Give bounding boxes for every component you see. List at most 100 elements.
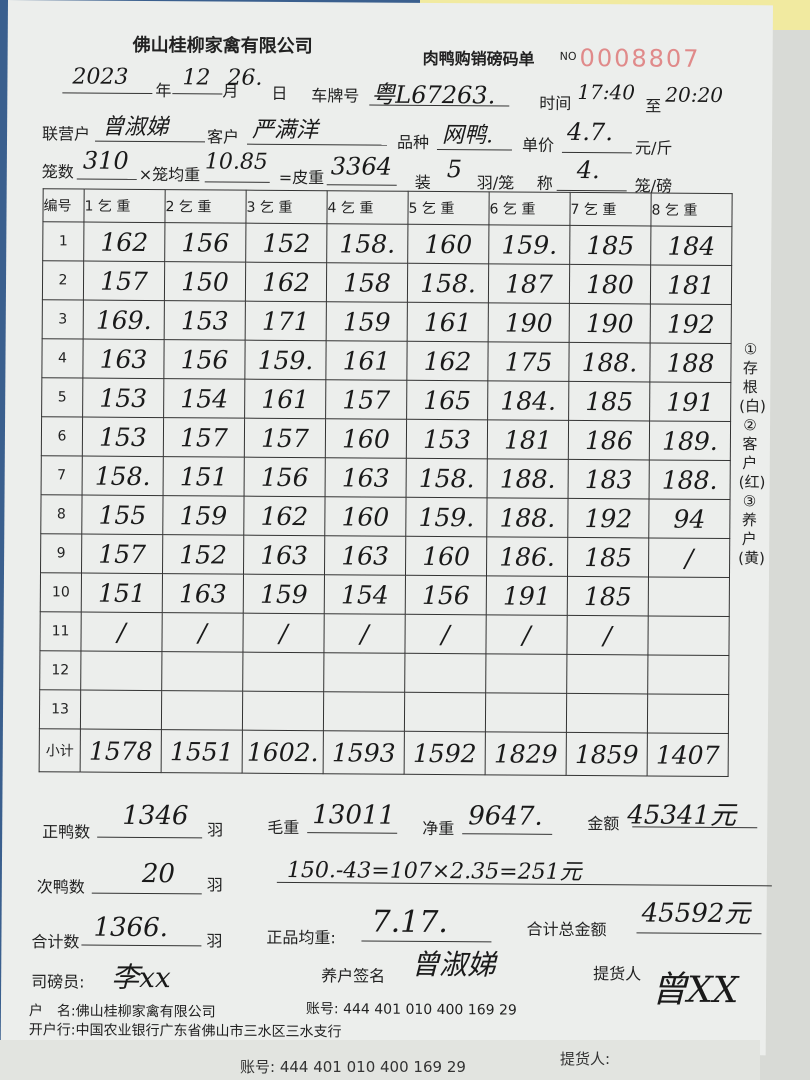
- weight-cell: 192: [650, 303, 732, 344]
- avg-cage-weight-label: ×笼均重: [138, 164, 201, 185]
- weight-cell: 156: [405, 575, 487, 615]
- weight-cell: 157: [163, 417, 245, 458]
- good-ducks-unit: 羽: [207, 820, 224, 840]
- table-row: 7 158. 151 156 163 158. 188. 183 188.: [41, 455, 731, 500]
- date-month: 12: [182, 65, 211, 91]
- grand-total: 45592元: [641, 898, 751, 930]
- pack-unit: 羽/笼: [476, 173, 515, 193]
- weight-cell: 159: [326, 301, 408, 342]
- tare-weight: 3364: [330, 152, 393, 181]
- weight-cell: 188.: [486, 497, 569, 538]
- weight-cell: 192: [567, 498, 650, 538]
- weight-cell: [566, 693, 648, 733]
- weight-cell: 186: [568, 420, 650, 460]
- good-ducks-label: 正鸭数: [42, 822, 91, 842]
- amount-label: 金额: [587, 814, 620, 834]
- weight-cell: 152: [162, 534, 244, 575]
- weight-cell: 175: [487, 341, 570, 382]
- no-label: NO: [559, 49, 577, 63]
- weight-cell: 160: [325, 418, 407, 459]
- weigh-slip: 佛山桂柳家禽有限公司 肉鸭购销磅码单 NO 0008807 2023 年 12 …: [0, 0, 773, 1056]
- weight-cell: [323, 652, 405, 693]
- table-row: 10 151 163 159 154 156 191 185: [40, 572, 730, 617]
- weight-cell: 171: [245, 301, 327, 341]
- pickup-label: 提货人: [593, 964, 642, 984]
- weight-cell: [566, 654, 648, 694]
- total-count-unit: 羽: [206, 931, 223, 951]
- weight-cell: 158.: [406, 458, 488, 498]
- weight-cell: 163: [162, 573, 244, 614]
- bank-branch: 中国农业银行广东省佛山市三水区三水支行: [75, 1022, 342, 1041]
- weight-cell: [485, 653, 567, 694]
- customer-label: 客户: [206, 127, 240, 147]
- weight-cell: 162: [83, 222, 165, 262]
- weight-cell: /: [161, 612, 244, 653]
- subtotal-row: 小计 1578 1551 1602. 1593 1592 1829 1859 1407: [39, 728, 729, 777]
- weight-cell: 156: [163, 339, 246, 380]
- row-number: 6: [41, 416, 83, 457]
- defective-ducks-unit: 羽: [206, 875, 223, 895]
- weight-cell: 157: [325, 379, 407, 420]
- table-row: 5 153 154 161 157 165 184. 185 191: [41, 377, 731, 422]
- pack-label: 装: [414, 172, 431, 192]
- row-number: 12: [39, 650, 81, 691]
- form-title: 肉鸭购销磅码单: [422, 48, 535, 69]
- weight-cell: 190: [569, 303, 651, 343]
- net-weight: 9647.: [468, 801, 543, 832]
- weight-cell: [242, 691, 324, 731]
- company-name: 佛山桂柳家禽有限公司: [132, 34, 313, 58]
- weight-cell: 185: [567, 537, 649, 577]
- weight-cell: 151: [163, 456, 245, 497]
- copy-distribution-note: ①存根(白) ②客户(红) ③养户(黄): [738, 340, 766, 568]
- row-number: 9: [40, 533, 82, 574]
- avg-weight-label: 正品均重:: [266, 927, 336, 948]
- weight-cell: [80, 651, 162, 691]
- weight-cell: /: [648, 537, 730, 578]
- total-count-label: 合计数: [31, 932, 80, 952]
- subtotal-cell: 1578: [80, 729, 162, 773]
- weight-cell: 161: [325, 340, 408, 381]
- weight-cell: 188.: [649, 459, 731, 500]
- weight-cell: 189.: [649, 420, 731, 461]
- price-value: 4.7.: [566, 117, 613, 147]
- subtotal-cell: 1407: [647, 732, 729, 777]
- weight-cell: 180: [569, 264, 651, 304]
- date-day: 26.: [227, 65, 263, 91]
- weight-cell: 157: [244, 418, 326, 458]
- row-number: 8: [40, 494, 83, 535]
- good-ducks: 1346: [122, 800, 189, 832]
- weight-cell: 161: [407, 302, 489, 342]
- weight-cell: [80, 690, 162, 730]
- weight-cell: 159: [162, 495, 245, 536]
- date-year: 2023: [72, 64, 129, 90]
- avg-cage-weight: 10.85: [204, 149, 268, 175]
- weight-cell: [242, 652, 324, 692]
- weight-cell: 151: [81, 573, 163, 613]
- weight-cell: /: [485, 614, 568, 655]
- row-number: 11: [39, 611, 82, 652]
- weight-cell: 188.: [487, 458, 569, 499]
- weight-cell: 159.: [488, 224, 570, 265]
- partner-value: 曾淑娣: [102, 114, 169, 141]
- column-header: 2 乞 重: [164, 189, 247, 224]
- weight-cell: 153: [82, 378, 164, 418]
- weight-cell: 158.: [82, 456, 164, 496]
- weight-cell: 160: [407, 224, 489, 264]
- weight-cell: 158.: [407, 263, 489, 303]
- row-number: 3: [42, 299, 84, 340]
- weight-cell: [647, 615, 730, 656]
- pack-value: 5: [446, 155, 463, 184]
- subtotal-cell: 1859: [566, 732, 648, 776]
- table-row: 11// / / / / /: [39, 611, 730, 656]
- weight-cell: 154: [324, 574, 406, 615]
- weight-cell: 158.: [326, 223, 408, 264]
- weight-cell: 157: [81, 534, 163, 574]
- bank-branch-label: 开户行:: [28, 1022, 76, 1039]
- time-label: 时间: [539, 93, 572, 113]
- column-header: 3 乞 重: [245, 190, 328, 224]
- avg-weight: 7.17.: [371, 904, 449, 941]
- weight-cell: /: [566, 615, 649, 655]
- weight-cell: 159.: [405, 497, 488, 537]
- table-row: 3 169. 153 171 159 161 190 190 192: [42, 299, 732, 344]
